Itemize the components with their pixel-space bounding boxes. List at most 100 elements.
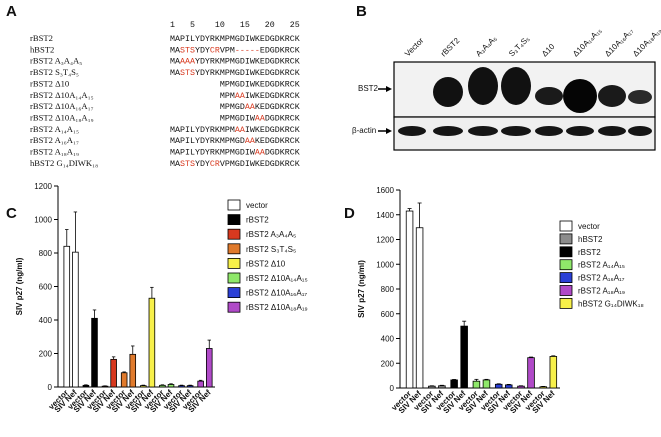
residue: A — [175, 46, 180, 55]
residue: V — [220, 46, 225, 55]
residue: D — [275, 149, 280, 158]
residue: R — [215, 160, 220, 169]
bar — [405, 210, 414, 389]
residue: K — [255, 80, 260, 89]
residue: A — [180, 58, 185, 67]
residue: Y — [195, 149, 200, 158]
residue: K — [280, 126, 285, 135]
residue: I — [245, 58, 250, 67]
residue: K — [295, 149, 300, 158]
residue: R — [285, 114, 290, 123]
residue: I — [245, 160, 250, 169]
legend-swatch — [227, 272, 241, 284]
lane-label: S₃T₄S₅ — [507, 34, 531, 58]
residue: I — [185, 126, 190, 135]
band — [628, 126, 652, 136]
residue: Y — [205, 46, 210, 55]
bar — [482, 379, 491, 389]
residue: W — [250, 126, 255, 135]
residue: K — [255, 103, 260, 112]
residue: G — [235, 58, 240, 67]
residue: L — [190, 149, 195, 158]
residue: C — [290, 149, 295, 158]
residue: E — [260, 58, 265, 67]
residue: Y — [205, 58, 210, 67]
residue: I — [185, 137, 190, 146]
residue: K — [295, 46, 300, 55]
residue: R — [285, 80, 290, 89]
residue: K — [280, 114, 285, 123]
residue: G — [270, 92, 275, 101]
legend-swatch — [559, 246, 573, 258]
residue: A — [255, 149, 260, 158]
residue: S — [180, 69, 185, 78]
bar — [110, 358, 117, 388]
residue: W — [250, 149, 255, 158]
legend-label: rBST2 A₁₈A₁₉ — [578, 287, 625, 296]
residue: D — [265, 126, 270, 135]
row-name: rBST2 A₁₈A₁₉ — [30, 147, 79, 157]
legend-label: rBST2 Δ10 — [246, 259, 286, 268]
bar — [539, 386, 548, 389]
residue: K — [255, 35, 260, 44]
sequence: MASTSYDYRKMPMGDIWKEDGDKRCK — [170, 69, 300, 78]
bar — [72, 251, 79, 388]
residue: M — [230, 114, 235, 123]
bar — [438, 385, 446, 389]
bar — [494, 383, 503, 389]
residue: A — [175, 58, 180, 67]
residue: K — [295, 114, 300, 123]
residue: C — [210, 46, 215, 55]
residue: C — [290, 35, 295, 44]
bar — [159, 384, 166, 388]
residue: D — [275, 58, 280, 67]
residue: A — [185, 58, 190, 67]
residue: R — [285, 35, 290, 44]
residue: I — [245, 69, 250, 78]
residue: R — [285, 126, 290, 135]
y-tick-label: 0 — [390, 384, 395, 393]
legend-label: rBST2 A₁₆A₁₇ — [578, 274, 625, 283]
residue: S — [190, 46, 195, 55]
legend-swatch — [559, 233, 573, 245]
arrow — [386, 86, 392, 92]
residue: D — [240, 80, 245, 89]
residue: A — [260, 149, 265, 158]
band-label: BST2 — [358, 84, 379, 93]
residue: D — [200, 137, 205, 146]
residue: T — [185, 69, 190, 78]
ruler-number: 15 — [240, 21, 250, 30]
ruler-number: 25 — [290, 21, 300, 30]
sequence: MPMGDIWAADGDKRCK — [170, 114, 300, 123]
residue: R — [285, 160, 290, 169]
bar — [91, 317, 98, 388]
residue: A — [175, 126, 180, 135]
legend-swatch — [559, 259, 573, 271]
residue: D — [265, 35, 270, 44]
residue: I — [245, 114, 250, 123]
residue: R — [210, 126, 215, 135]
residue: C — [290, 92, 295, 101]
residue: D — [265, 149, 270, 158]
bar — [82, 384, 90, 388]
residue: R — [210, 35, 215, 44]
panel-letter: D — [344, 205, 355, 222]
residue: G — [235, 103, 240, 112]
band — [501, 67, 531, 105]
ruler-number: 20 — [265, 21, 275, 30]
residue: G — [270, 46, 275, 55]
sequence: MAAAAYDYRKMPMGDIWKEDGDKRCK — [170, 58, 300, 67]
y-tick-label: 1200 — [34, 182, 52, 191]
residue: C — [290, 69, 295, 78]
residue: D — [265, 58, 270, 67]
residue: G — [270, 114, 275, 123]
y-tick-label: 1400 — [376, 211, 394, 220]
lane-label: Δ10A₁₄A₁₅ — [571, 26, 603, 58]
residue: K — [295, 92, 300, 101]
residue: D — [265, 103, 270, 112]
residue: R — [215, 46, 220, 55]
band-label: β-actin — [352, 126, 376, 135]
residue: R — [210, 137, 215, 146]
band — [628, 90, 652, 104]
